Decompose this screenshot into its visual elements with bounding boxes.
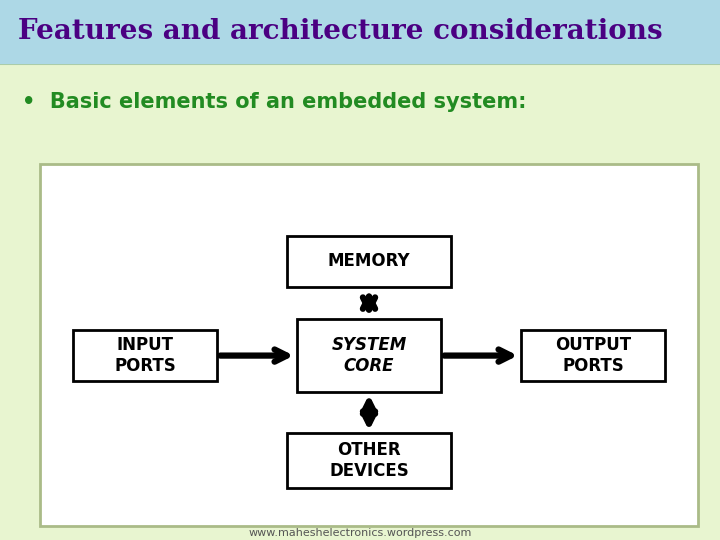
Bar [287, 434, 451, 488]
FancyArrowPatch shape [363, 402, 375, 424]
FancyBboxPatch shape [40, 164, 698, 526]
Text: OUTPUT
PORTS: OUTPUT PORTS [555, 336, 631, 375]
Text: OTHER
DEVICES: OTHER DEVICES [329, 441, 409, 480]
Text: Features and architecture considerations: Features and architecture considerations [18, 18, 662, 45]
Text: INPUT
PORTS: INPUT PORTS [114, 336, 176, 375]
Text: www.maheshelectronics.wordpress.com: www.maheshelectronics.wordpress.com [248, 528, 472, 538]
Bar [287, 236, 451, 287]
FancyArrowPatch shape [444, 349, 510, 362]
Text: SYSTEM
CORE: SYSTEM CORE [331, 336, 407, 375]
Bar [73, 330, 217, 381]
Bar [521, 330, 665, 381]
FancyArrowPatch shape [220, 349, 287, 362]
Bar [297, 319, 441, 392]
Text: •  Basic elements of an embedded system:: • Basic elements of an embedded system: [22, 92, 526, 112]
Text: MEMORY: MEMORY [328, 253, 410, 271]
FancyArrowPatch shape [363, 296, 375, 309]
